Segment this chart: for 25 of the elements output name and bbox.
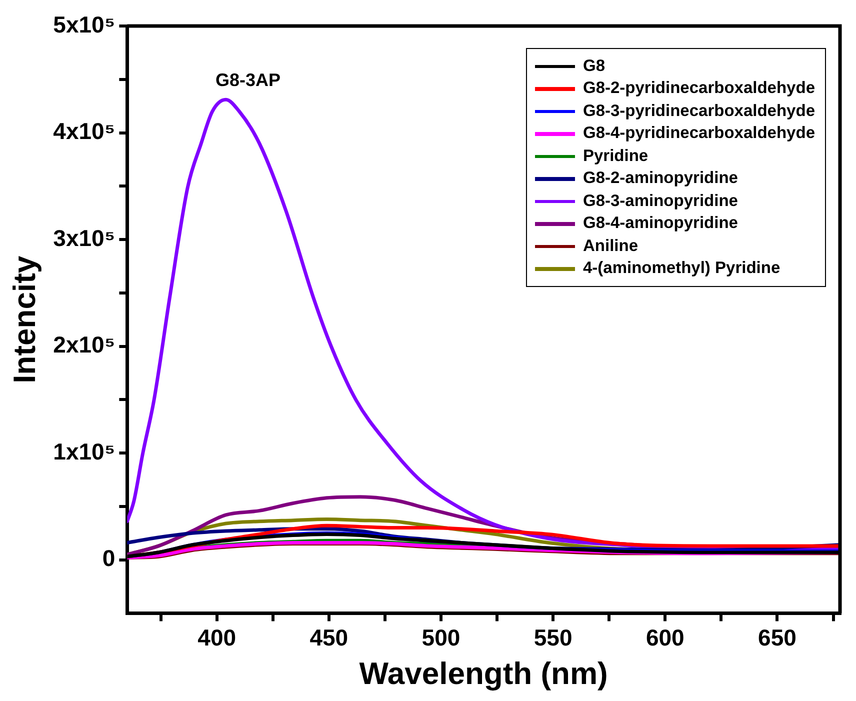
y-tick-label: 0 — [102, 545, 116, 572]
legend-label: G8-3-aminopyridine — [583, 192, 738, 211]
legend-label: G8-2-aminopyridine — [583, 169, 738, 188]
legend-label: 4-(aminomethyl) Pyridine — [583, 259, 780, 278]
y-tick-label: 5x10⁵ — [53, 11, 116, 38]
x-tick-label: 550 — [534, 624, 572, 650]
legend-label: Pyridine — [583, 146, 648, 166]
annotation: G8-3AP — [214, 70, 282, 91]
y-tick-label: 4x10⁵ — [53, 118, 116, 144]
legend-label: Aniline — [583, 236, 638, 256]
y-tick-label: 2x10⁵ — [53, 332, 116, 358]
legend-label: G8-4-pyridinecarboxaldehyde — [583, 124, 815, 144]
x-tick-label: 600 — [646, 624, 684, 650]
x-tick-label: 450 — [310, 624, 348, 650]
x-tick-label: 500 — [422, 624, 460, 650]
legend-label: G8-3-pyridinecarboxaldehyde — [583, 102, 815, 121]
legend-label: G8-2-pyridinecarboxaldehyde — [583, 79, 815, 98]
y-tick-label: 3x10⁵ — [53, 224, 116, 251]
y-axis-title: Intencity — [7, 255, 42, 384]
legend-label: G8 — [583, 56, 606, 76]
legend-label: G8-4-aminopyridine — [583, 214, 738, 234]
x-tick-label: 650 — [758, 624, 796, 650]
x-tick-label: 400 — [198, 624, 236, 650]
y-tick-label: 1x10⁵ — [53, 438, 116, 464]
x-axis-title: Wavelength (nm) — [359, 656, 608, 691]
